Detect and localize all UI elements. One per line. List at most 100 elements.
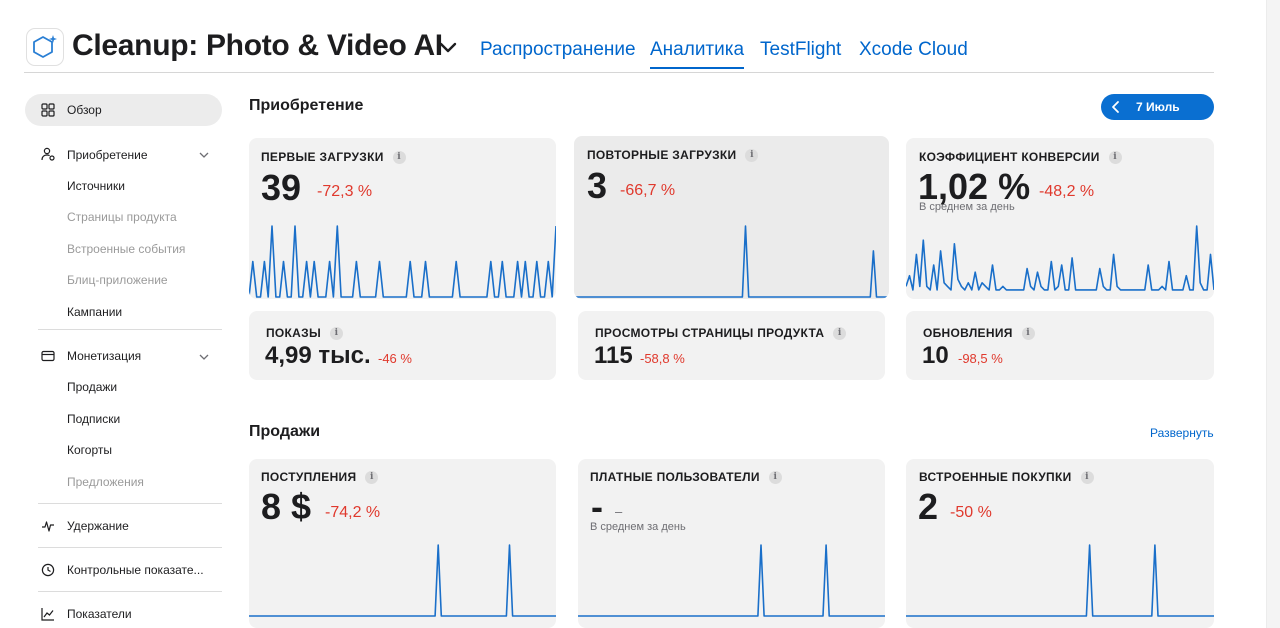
info-icon[interactable]: i — [1080, 470, 1094, 484]
sidebar-item-campaigns[interactable]: Кампании — [67, 305, 123, 319]
metric-value: 115 — [594, 342, 633, 369]
card-title-text: ПОКАЗЫ — [266, 326, 322, 340]
card-title: ПОСТУПЛЕНИЯ i — [261, 470, 379, 484]
app-switcher-chevron-icon[interactable] — [438, 38, 458, 58]
sidebar-item-product-pages: Страницы продукта — [67, 210, 177, 224]
card-title: ПОКАЗЫ i — [266, 326, 344, 340]
gauge-clock-icon — [41, 563, 55, 577]
sidebar-item-overview[interactable]: Обзор — [25, 94, 222, 126]
metric-value: - — [591, 486, 603, 527]
card-title-text: ВСТРОЕННЫЕ ПОКУПКИ — [919, 470, 1072, 484]
chevron-left-icon[interactable] — [1110, 100, 1122, 114]
sidebar-item-retention[interactable]: Удержание — [67, 519, 129, 533]
metric-value: 4,99 тыс. — [265, 342, 371, 369]
card-title: ОБНОВЛЕНИЯ i — [923, 326, 1035, 340]
grid-icon — [41, 103, 55, 117]
card-title-text: ПОВТОРНЫЕ ЗАГРУЗКИ — [587, 148, 737, 162]
info-icon[interactable]: i — [330, 326, 344, 340]
sparkline-conversion-rate — [906, 225, 1214, 291]
card-title: ПЛАТНЫЕ ПОЛЬЗОВАТЕЛИ i — [590, 470, 782, 484]
section-title-sales: Продажи — [249, 423, 321, 440]
metric-delta: -72,3 % — [317, 183, 373, 200]
date-range-button[interactable]: 7 Июль — [1101, 94, 1214, 120]
metric-value: 2 — [918, 486, 939, 527]
chevron-down-icon[interactable] — [199, 352, 209, 362]
metric-delta: -74,2 % — [325, 504, 381, 521]
sidebar-item-in-app-events: Встроенные события — [67, 242, 186, 256]
metric-delta: -58,8 % — [640, 351, 685, 366]
sidebar-divider — [38, 503, 222, 504]
sidebar-item-app-clip: Блиц-приложение — [67, 273, 168, 287]
info-icon[interactable]: i — [768, 470, 782, 484]
sparkline-series — [249, 225, 556, 298]
line-chart-icon — [41, 608, 54, 621]
tab-analytics[interactable]: Аналитика — [650, 39, 745, 69]
sidebar-item-acquisition[interactable]: Приобретение — [67, 148, 148, 162]
page-scrollbar[interactable] — [1266, 0, 1280, 628]
tab-testflight[interactable]: TestFlight — [760, 39, 842, 60]
metric-delta: -48,2 % — [1039, 183, 1095, 200]
metric-value: 8 $ — [261, 486, 312, 527]
sidebar-item-offers: Предложения — [67, 475, 144, 489]
info-icon[interactable]: i — [833, 326, 847, 340]
metric-card-first-downloads[interactable]: ПЕРВЫЕ ЗАГРУЗКИ i 39 -72,3 % — [249, 138, 556, 299]
sidebar-item-benchmarks[interactable]: Контрольные показате... — [67, 563, 204, 577]
metric-card-impressions[interactable]: ПОКАЗЫ i 4,99 тыс. -46 % — [249, 311, 556, 380]
card-title-text: ПЕРВЫЕ ЗАГРУЗКИ — [261, 150, 384, 164]
metric-card-proceeds[interactable]: ПОСТУПЛЕНИЯ i 8 $ -74,2 % — [249, 459, 556, 628]
sidebar-item-sources[interactable]: Источники — [67, 179, 125, 193]
metric-card-product-page-views[interactable]: ПРОСМОТРЫ СТРАНИЦЫ ПРОДУКТА i 115 -58,8 … — [578, 311, 885, 380]
metric-value: 1,02 % — [918, 166, 1031, 207]
sparkline-proceeds — [249, 544, 556, 617]
sparkline-redownloads — [574, 225, 889, 298]
card-title-text: ПОСТУПЛЕНИЯ — [261, 470, 357, 484]
card-title-text: ОБНОВЛЕНИЯ — [923, 326, 1013, 340]
card-title: ВСТРОЕННЫЕ ПОКУПКИ i — [919, 470, 1094, 484]
tab-xcode-cloud[interactable]: Xcode Cloud — [859, 39, 968, 60]
metric-value: 10 — [922, 342, 949, 369]
sparkline-in-app-purchases — [906, 544, 1214, 617]
card-title: КОЭФФИЦИЕНТ КОНВЕРСИИ i — [919, 150, 1122, 164]
metric-card-conversion-rate[interactable]: КОЭФФИЦИЕНТ КОНВЕРСИИ i 1,02 % -48,2 % В… — [906, 138, 1214, 299]
pulse-icon — [42, 521, 54, 532]
metric-note: В среднем за день — [919, 201, 1015, 213]
date-range-label: 7 Июль — [1136, 100, 1180, 114]
info-icon[interactable]: i — [392, 150, 406, 164]
metric-delta: – — [615, 504, 623, 519]
card-title-text: ПЛАТНЫЕ ПОЛЬЗОВАТЕЛИ — [590, 470, 760, 484]
metric-card-redownloads[interactable]: ПОВТОРНЫЕ ЗАГРУЗКИ i 3 -66,7 % — [574, 136, 889, 299]
sidebar-item-sales[interactable]: Продажи — [67, 380, 118, 394]
tab-distribution[interactable]: Распространение — [480, 39, 636, 60]
app-title: Cleanup: Photo & Video AI — [72, 29, 443, 62]
sidebar-item-cohorts[interactable]: Когорты — [67, 443, 112, 457]
section-title-acquisition: Приобретение — [249, 97, 364, 114]
sidebar-item-monetization[interactable]: Монетизация — [67, 349, 142, 363]
sparkline-series — [249, 544, 556, 617]
metric-card-updates[interactable]: ОБНОВЛЕНИЯ i 10 -98,5 % — [906, 311, 1214, 380]
card-title-text: КОЭФФИЦИЕНТ КОНВЕРСИИ — [919, 150, 1100, 164]
info-icon[interactable]: i — [1108, 150, 1122, 164]
info-icon[interactable]: i — [1021, 326, 1035, 340]
metric-value: 3 — [587, 165, 608, 206]
sidebar-divider — [38, 591, 222, 592]
credit-card-icon — [41, 350, 55, 362]
sidebar-item-metrics[interactable]: Показатели — [67, 607, 132, 621]
expand-link[interactable]: Развернуть — [1150, 426, 1214, 440]
sparkline-series — [578, 544, 885, 617]
metric-note: В среднем за день — [590, 521, 686, 533]
person-gear-icon — [41, 147, 55, 161]
info-icon[interactable]: i — [745, 148, 759, 162]
sparkline-series — [906, 225, 1214, 291]
metric-value: 39 — [261, 167, 302, 208]
chevron-down-icon[interactable] — [199, 150, 209, 160]
card-title-text: ПРОСМОТРЫ СТРАНИЦЫ ПРОДУКТА — [595, 326, 825, 340]
sidebar-item-subscriptions[interactable]: Подписки — [67, 412, 121, 426]
sidebar-divider — [38, 547, 222, 548]
metric-delta: -98,5 % — [958, 351, 1003, 366]
sparkline-first-downloads — [249, 225, 556, 298]
info-icon[interactable]: i — [365, 470, 379, 484]
metric-card-in-app-purchases[interactable]: ВСТРОЕННЫЕ ПОКУПКИ i 2 -50 % — [906, 459, 1214, 628]
metric-card-paying-users[interactable]: ПЛАТНЫЕ ПОЛЬЗОВАТЕЛИ i - – В среднем за … — [578, 459, 885, 628]
metric-delta: -66,7 % — [620, 182, 676, 199]
sidebar-divider — [38, 329, 222, 330]
